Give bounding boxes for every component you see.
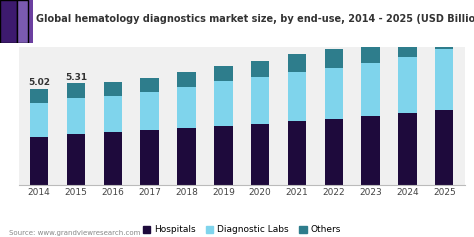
Bar — [104, 132, 122, 185]
Bar — [435, 25, 454, 49]
Bar — [251, 124, 269, 185]
Bar — [361, 116, 380, 185]
Bar — [177, 128, 196, 185]
Bar — [214, 81, 233, 126]
Bar — [251, 61, 269, 77]
Bar — [398, 35, 417, 57]
Bar — [398, 57, 417, 113]
Bar — [214, 66, 233, 81]
Bar — [140, 130, 159, 185]
FancyBboxPatch shape — [17, 0, 28, 43]
Bar — [435, 110, 454, 185]
Bar — [435, 49, 454, 110]
Bar — [30, 89, 48, 103]
Bar — [30, 103, 48, 137]
Bar — [361, 42, 380, 63]
Polygon shape — [0, 0, 33, 43]
FancyBboxPatch shape — [0, 0, 17, 43]
Bar — [325, 119, 343, 185]
Bar — [140, 78, 159, 92]
Text: Source: www.grandviewresearch.com: Source: www.grandviewresearch.com — [9, 230, 141, 236]
Bar — [177, 72, 196, 87]
Bar — [177, 87, 196, 128]
Bar — [288, 55, 306, 72]
Legend: Hospitals, Diagnostic Labs, Others: Hospitals, Diagnostic Labs, Others — [139, 222, 344, 237]
Text: Global hematology diagnostics market size, by end-use, 2014 - 2025 (USD Billion): Global hematology diagnostics market siz… — [36, 14, 474, 24]
Bar — [67, 83, 85, 98]
Bar — [361, 63, 380, 116]
Bar — [104, 96, 122, 132]
Bar — [251, 77, 269, 124]
Text: 5.02: 5.02 — [28, 78, 50, 87]
Text: 5.31: 5.31 — [65, 73, 87, 82]
Bar — [288, 72, 306, 121]
Bar — [214, 126, 233, 185]
Bar — [288, 121, 306, 185]
Bar — [398, 113, 417, 185]
Bar — [325, 68, 343, 119]
Bar — [325, 49, 343, 68]
Bar — [140, 92, 159, 130]
Bar — [67, 134, 85, 185]
Bar — [67, 98, 85, 134]
Bar — [104, 82, 122, 96]
Bar — [30, 137, 48, 185]
